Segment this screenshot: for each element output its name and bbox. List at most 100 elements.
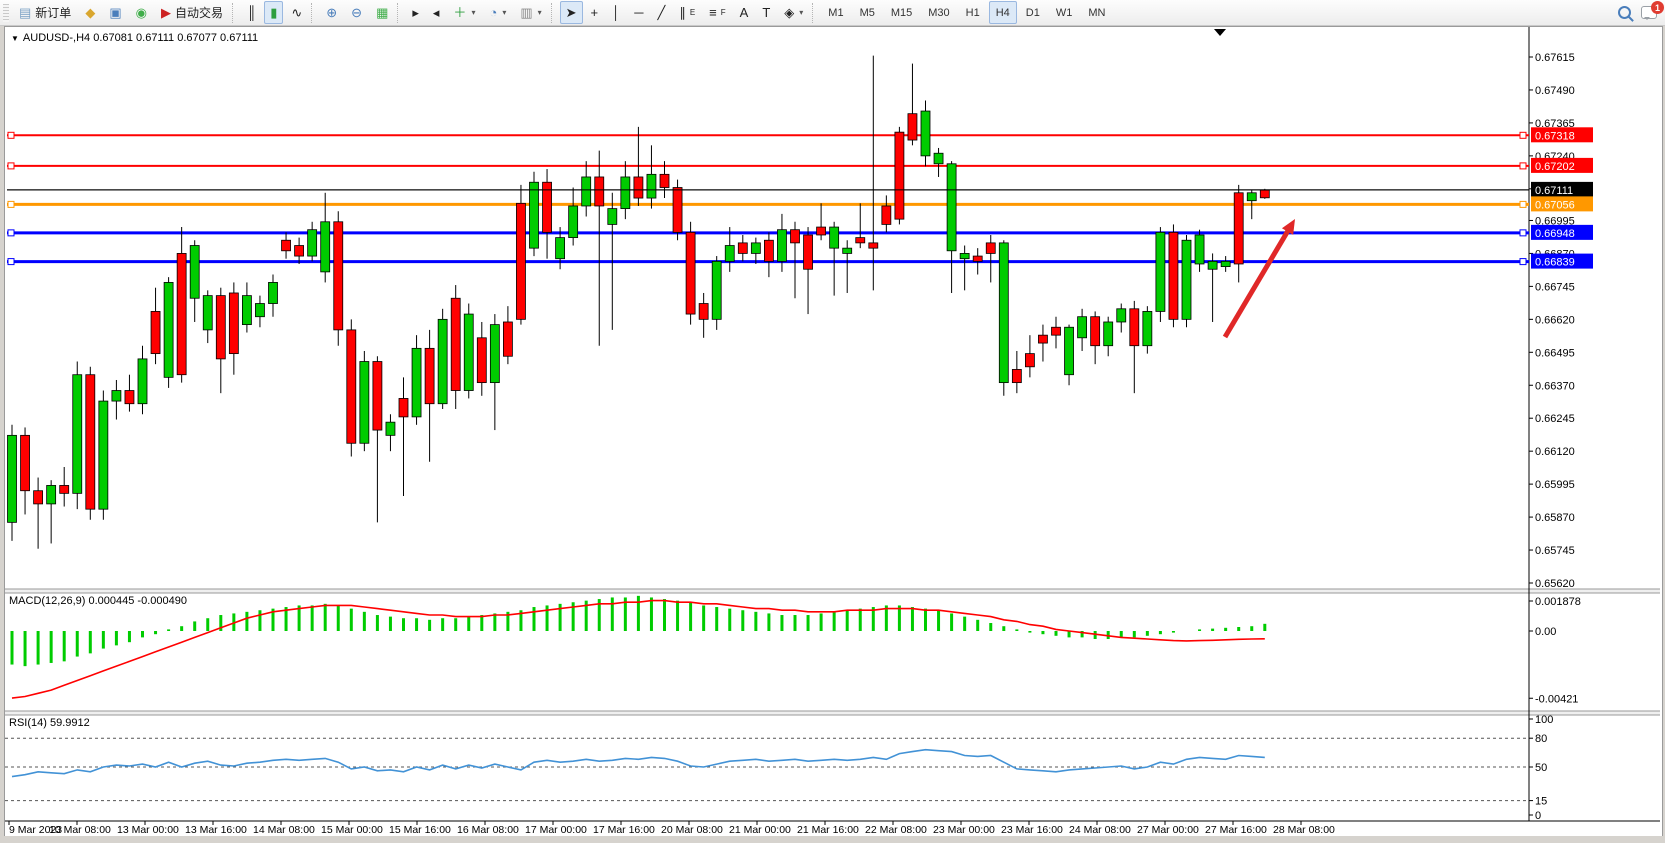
shapes-button[interactable]: ◈ ▾: [778, 1, 809, 24]
resistance-line-1-anchor-left[interactable]: [7, 131, 15, 139]
resistance-line-1-price-badge-label: 0.67318: [1535, 130, 1575, 142]
bars-chart-button[interactable]: ║: [241, 1, 262, 24]
candle-body: [607, 208, 618, 225]
trend-arrow-shaft[interactable]: [1222, 227, 1292, 339]
timeframe-m1-button[interactable]: M1: [821, 1, 850, 24]
candle-body: [372, 361, 383, 431]
trendline-button[interactable]: ╱: [651, 1, 671, 24]
candle-body: [516, 202, 526, 320]
terminal-icon: ▣: [109, 5, 122, 20]
resistance-line-2-anchor-right[interactable]: [1519, 162, 1527, 170]
terminal-button[interactable]: ▣: [103, 1, 127, 24]
timeframe-m5-button[interactable]: M5: [853, 1, 882, 24]
chart-window[interactable]: ▼ AUDUSD-,H4 0.67081 0.67111 0.67077 0.67…: [4, 26, 1663, 838]
candle-body: [1168, 231, 1179, 320]
fibonacci-button[interactable]: ≡ F: [703, 1, 731, 24]
candle-body: [320, 221, 331, 273]
support-line-1-anchor-left[interactable]: [7, 229, 15, 237]
tile-windows-button[interactable]: ▦: [370, 1, 394, 24]
horizontal-line-button[interactable]: ─: [628, 1, 649, 24]
timeframe-d1-button[interactable]: D1: [1019, 1, 1047, 24]
timeframe-m30-button[interactable]: M30: [921, 1, 956, 24]
dropdown-caret-icon: ▾: [471, 8, 476, 17]
periods-button[interactable]: ◔ ▾: [483, 1, 512, 24]
candle-body: [281, 239, 291, 252]
time-axis-label: 14 Mar 08:00: [253, 824, 315, 835]
equidistant-channel-button[interactable]: ∥ E: [673, 1, 701, 24]
trend-arrow-head[interactable]: [1281, 219, 1295, 235]
support-line-2-anchor-left[interactable]: [7, 258, 15, 266]
candle-body: [502, 321, 513, 357]
timeframe-w1-button[interactable]: W1: [1049, 1, 1080, 24]
line-chart-button[interactable]: ∿: [285, 1, 308, 24]
zoom-in-button[interactable]: ⊕: [320, 1, 343, 24]
autotrade-button[interactable]: ▶ 自动交易: [155, 1, 229, 24]
candle-body: [33, 490, 44, 505]
candle-body: [1194, 234, 1205, 265]
candle-body: [1155, 231, 1166, 312]
vertical-line-button[interactable]: │: [606, 1, 626, 24]
chart-shift-marker-icon[interactable]: [1214, 29, 1226, 36]
chart-canvas[interactable]: 0.676150.674900.673650.672400.671150.669…: [5, 27, 1660, 836]
market-watch-button[interactable]: ◆: [79, 1, 101, 24]
pivot-line-anchor-left[interactable]: [7, 200, 15, 208]
candle-body: [920, 110, 931, 157]
cursor-button[interactable]: ➤: [559, 1, 583, 24]
zoom-out-button[interactable]: ⊖: [345, 1, 368, 24]
timeframe-h4-button[interactable]: H4: [988, 1, 1017, 24]
candle-body: [1116, 308, 1127, 323]
tile-windows-icon: ▦: [376, 5, 389, 20]
pivot-line-anchor-right[interactable]: [1519, 200, 1527, 208]
resistance-line-1-anchor-right[interactable]: [1519, 131, 1527, 139]
price-tick-label: 0.65870: [1535, 512, 1575, 524]
resistance-line-2-anchor-left[interactable]: [7, 162, 15, 170]
timeframe-m15-button[interactable]: M15: [884, 1, 919, 24]
chat-bubble-icon[interactable]: 1: [1641, 1, 1664, 20]
pane-separator[interactable]: [5, 711, 1660, 715]
pane-separator[interactable]: [5, 589, 1660, 593]
crosshair-button[interactable]: +: [585, 1, 605, 24]
candle-body: [241, 295, 252, 326]
text-label-button[interactable]: T: [756, 1, 776, 24]
add-indicator-button[interactable]: ＋ ▾: [447, 1, 481, 24]
price-tick-label: 0.66245: [1535, 413, 1575, 425]
time-axis-label: 17 Mar 16:00: [593, 824, 655, 835]
collapse-triangle-icon[interactable]: ▼: [11, 34, 19, 43]
current-price-line-price-badge: [1531, 181, 1593, 197]
pivot-line-price-badge: [1531, 196, 1593, 212]
crosshair-icon: +: [590, 5, 599, 20]
chart-shift-button[interactable]: ▸: [406, 1, 425, 24]
timeframe-mn-button[interactable]: MN: [1081, 1, 1112, 24]
time-axis-label: 20 Mar 08:00: [661, 824, 723, 835]
current-price-line-price-badge-label: 0.67111: [1535, 185, 1573, 197]
market-watch-icon: ◆: [85, 5, 96, 20]
candles-chart-button[interactable]: ▮: [264, 1, 284, 24]
vertical-line-icon: │: [612, 5, 621, 20]
time-axis-label: 22 Mar 08:00: [865, 824, 927, 835]
support-line-2-price-badge-label: 0.66839: [1535, 257, 1575, 269]
candle-body: [7, 434, 17, 523]
support-line-1-anchor-right[interactable]: [1519, 229, 1527, 237]
timeframe-h1-button[interactable]: H1: [959, 1, 987, 24]
candle-body: [542, 181, 552, 233]
news-button[interactable]: ◉: [130, 1, 153, 24]
rsi-tick-label: 0: [1535, 810, 1541, 822]
template-button[interactable]: ▥ ▾: [514, 1, 547, 24]
search-icon[interactable]: [1618, 6, 1631, 19]
time-axis-label: 10 Mar 08:00: [49, 824, 111, 835]
chart-background[interactable]: [5, 27, 1660, 835]
autotrade-icon: ▶: [160, 5, 171, 20]
text-button[interactable]: A: [734, 1, 755, 24]
toolbar-drag-handle[interactable]: [3, 3, 9, 22]
candle-body: [620, 176, 631, 210]
auto-scroll-button[interactable]: ◂: [427, 1, 446, 24]
timeframe-m30-button-label: M30: [928, 6, 950, 19]
support-line-2-anchor-right[interactable]: [1519, 258, 1527, 266]
auto-scroll-icon: ◂: [432, 5, 440, 20]
price-tick-label: 0.65745: [1535, 545, 1575, 557]
ohlc-info-line: ▼ AUDUSD-,H4 0.67081 0.67111 0.67077 0.67…: [11, 32, 258, 44]
candles-chart-icon: ▮: [270, 5, 278, 20]
time-axis-label: 9 Mar 2023: [9, 824, 62, 835]
new-order-button[interactable]: ▤ 新订单: [13, 1, 77, 24]
time-axis-label: 16 Mar 08:00: [457, 824, 519, 835]
